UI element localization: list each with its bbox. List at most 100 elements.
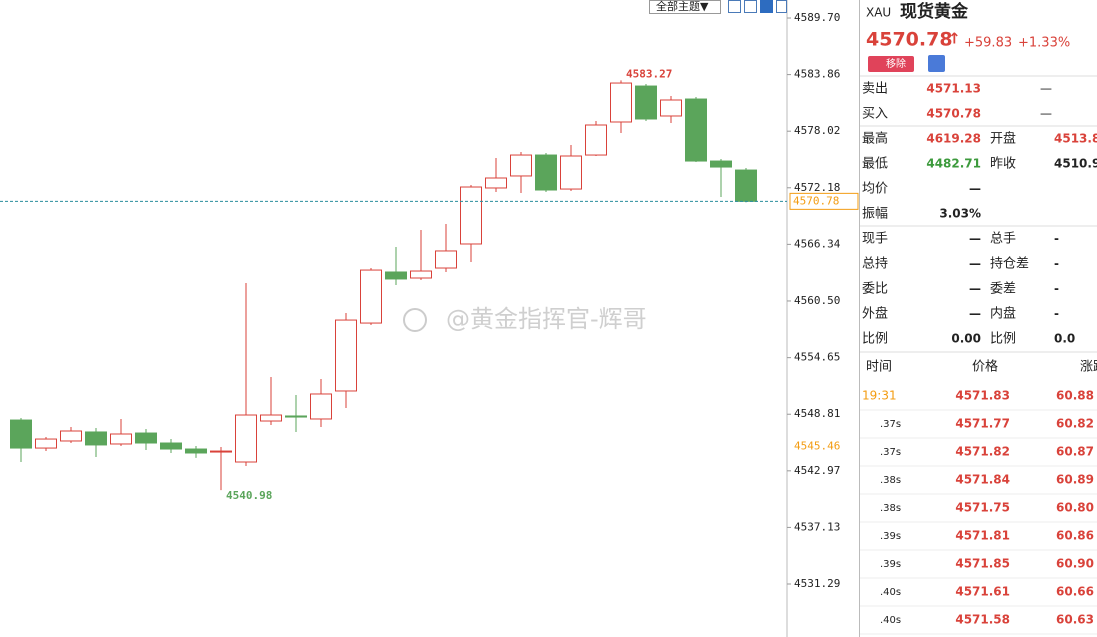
trade-time: .38s (880, 503, 901, 514)
trade-change: 60.90 (1056, 557, 1094, 571)
trade-time: 19:31 (862, 389, 897, 403)
icon[interactable] (744, 0, 757, 13)
name: 现货黄金 (900, 1, 969, 22)
theme-button[interactable] (649, 0, 721, 14)
trade-time: .40s (880, 615, 901, 626)
trade-header: 涨跌 (1080, 359, 1097, 375)
icon[interactable] (728, 0, 741, 13)
row-label: 买入 (862, 107, 888, 122)
remove-label[interactable]: 移除 (886, 57, 906, 70)
candle-body (635, 85, 657, 120)
row-value2: - (1054, 307, 1059, 321)
y-tick-label: 4560.50 (794, 294, 840, 307)
trade-price: 4571.84 (955, 473, 1010, 487)
row-value: 4570.78 (926, 107, 981, 121)
y-tick-label: 4554.65 (794, 351, 840, 364)
trade-time: .39s (880, 559, 901, 570)
trade-price: 4571.83 (955, 389, 1010, 403)
row-value: 0.00 (951, 332, 981, 346)
trade-change: 60.66 (1056, 585, 1094, 599)
change-pct: +1.33% (1018, 36, 1070, 51)
row-value2: - (1054, 232, 1059, 246)
watermark-icon (403, 308, 427, 332)
row-value: — (969, 307, 981, 321)
y-tick-label: 4583.86 (794, 68, 840, 81)
candle-body (310, 393, 332, 420)
candle-body (360, 269, 382, 324)
watermark: @黄金指挥官-辉哥 (446, 305, 647, 333)
low-label: 4540.98 (226, 489, 272, 502)
y-tick-label: 4531.29 (794, 577, 840, 590)
candle-body (535, 154, 557, 191)
row-label2: 总手 (990, 232, 1016, 247)
candle-body (260, 414, 282, 422)
alert-button[interactable] (928, 55, 945, 72)
candle-body (735, 169, 757, 202)
candle-body (485, 177, 507, 189)
toolbar-icons (728, 0, 787, 13)
row-value: — (969, 182, 981, 196)
y-tick-label: 4589.70 (794, 11, 840, 24)
high-label: 4583.27 (626, 67, 672, 80)
row-label: 最高 (862, 131, 888, 147)
candle-body (85, 431, 107, 446)
trade-price: 4571.85 (955, 557, 1010, 571)
icon[interactable] (760, 0, 773, 13)
candle-body (660, 99, 682, 117)
row-label2: 昨收 (990, 157, 1016, 172)
remove-button[interactable] (868, 56, 914, 72)
candle-body (185, 448, 207, 454)
row-value: 3.03% (939, 207, 981, 221)
row-label: 卖出 (862, 82, 888, 97)
symbol: XAU (866, 6, 891, 20)
trade-header: 价格 (972, 359, 998, 375)
trade-time: .38s (880, 475, 901, 486)
trade-price: 4571.61 (955, 585, 1010, 599)
candle-body (385, 271, 407, 280)
trade-change: 60.80 (1056, 501, 1094, 515)
row-value: 4482.71 (926, 157, 981, 171)
trade-time: .40s (880, 587, 901, 598)
trade-time: .37s (880, 419, 901, 430)
candle-body (585, 124, 607, 156)
change: +59.83 (964, 36, 1012, 51)
row-value2: 4510.9 (1054, 157, 1097, 171)
row-extra: — (1040, 107, 1052, 121)
candle-body (710, 160, 732, 168)
trade-change: 60.89 (1056, 473, 1094, 487)
row-label: 外盘 (862, 306, 888, 322)
candle-body (210, 450, 232, 453)
arrow: ↑ (948, 30, 961, 48)
trade-price: 4571.82 (955, 445, 1010, 459)
crosshair-label: 4545.46 (794, 440, 840, 453)
row-label: 振幅 (862, 207, 888, 222)
trade-change: 60.63 (1056, 613, 1094, 627)
row-label: 现手 (862, 232, 888, 247)
row-value: — (969, 232, 981, 246)
row-value2: - (1054, 257, 1059, 271)
candle-body (110, 433, 132, 445)
row-label: 均价 (862, 182, 888, 197)
candle-body (10, 419, 32, 449)
y-tick-label: 4566.34 (794, 237, 841, 250)
trade-change: 60.82 (1056, 417, 1094, 431)
row-label: 委比 (862, 282, 888, 297)
price-label: 4570.78 (793, 194, 839, 207)
theme-label[interactable]: 全部主题▼ (656, 0, 709, 13)
trade-price: 4571.77 (955, 417, 1010, 431)
y-tick-label: 4537.13 (794, 520, 840, 533)
row-value2: - (1054, 282, 1059, 296)
y-tick-label: 4572.18 (794, 181, 840, 194)
icon[interactable] (776, 0, 787, 13)
trade-time: .37s (880, 447, 901, 458)
row-value: — (969, 282, 981, 296)
candle-body (60, 430, 82, 442)
candle-body (510, 154, 532, 177)
candle-body (435, 250, 457, 269)
y-tick-label: 4542.97 (794, 464, 840, 477)
trade-price: 4571.58 (955, 613, 1010, 627)
row-value2: 0.0 (1054, 332, 1075, 346)
row-value2: 4513.8 (1054, 132, 1097, 146)
